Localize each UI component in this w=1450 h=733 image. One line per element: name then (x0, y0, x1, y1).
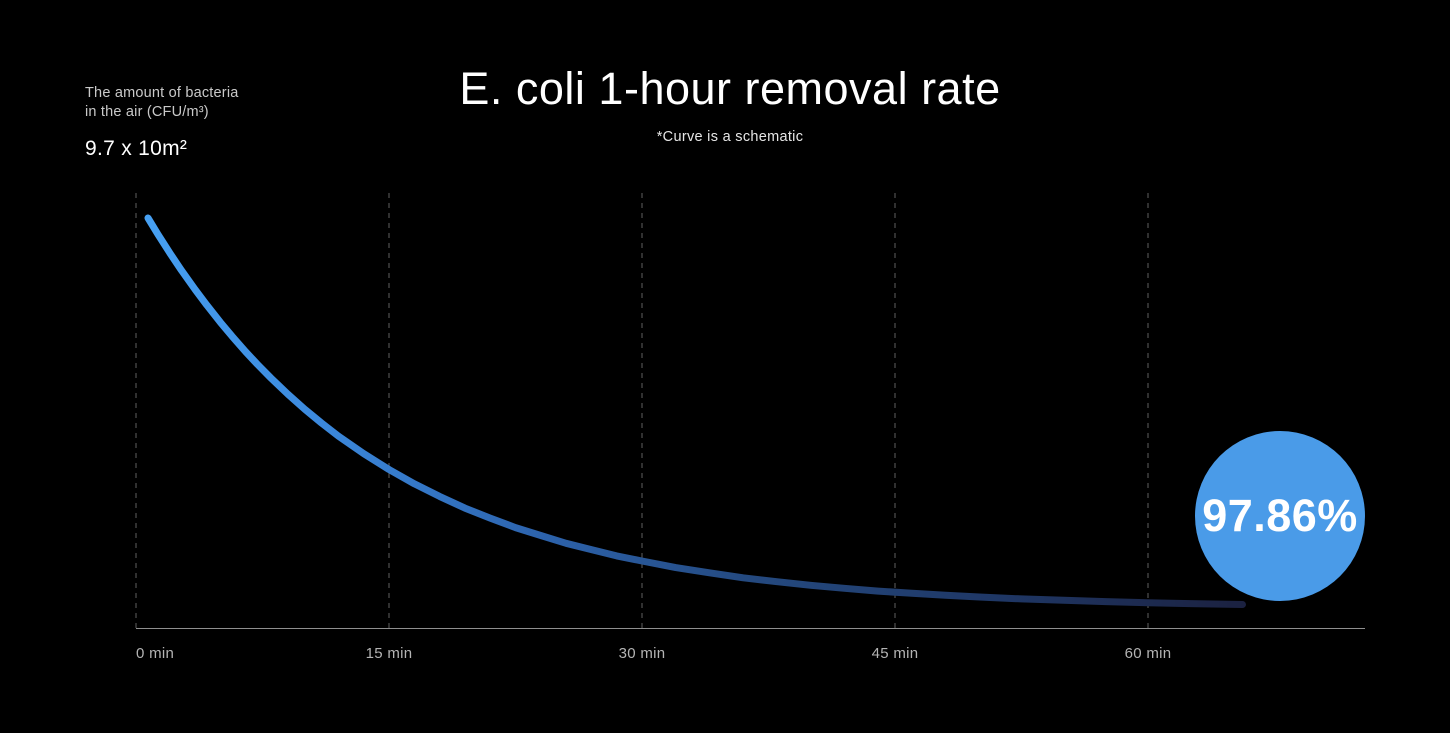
y-axis-label-line2: in the air (CFU/m³) (85, 104, 209, 121)
removal-rate-badge: 97.86% (1195, 431, 1365, 601)
room-area-label: 9.7 x 10m² (85, 137, 188, 161)
removal-rate-value: 97.86% (1202, 490, 1358, 541)
y-axis-label: The amount of bacteria in the air (CFU/m… (85, 84, 239, 163)
chart-title: E. coli 1-hour removal rate (459, 63, 1001, 114)
x-tick-labels: 0 min 15 min 30 min 45 min 60 min (136, 645, 1171, 662)
x-tick-label: 60 min (1125, 645, 1172, 662)
chart-subtitle: *Curve is a schematic (656, 128, 804, 145)
decay-curve (144, 214, 1246, 608)
x-tick-label: 45 min (872, 645, 919, 662)
grid-lines (135, 193, 1149, 628)
x-tick-label: 0 min (136, 645, 174, 662)
x-tick-label: 15 min (366, 645, 413, 662)
y-axis-label-line1: The amount of bacteria (85, 85, 239, 101)
x-tick-label: 30 min (619, 645, 666, 662)
chart-header: E. coli 1-hour removal rate *Curve is a … (0, 64, 1450, 145)
